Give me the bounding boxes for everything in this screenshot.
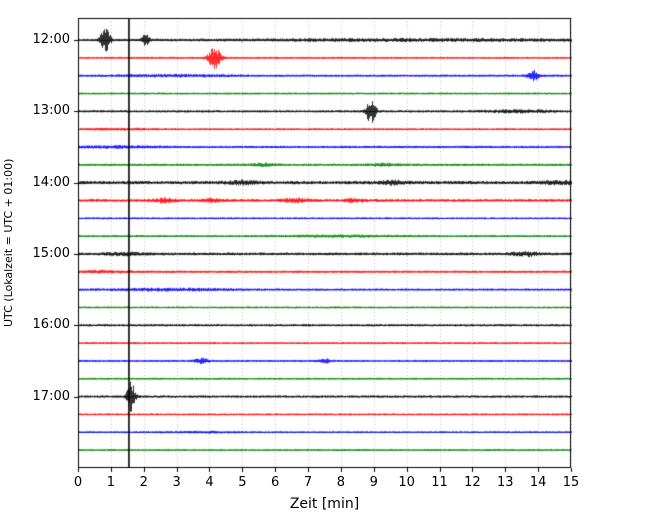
x-tick-label: 4 [205,475,214,490]
x-tick-label: 15 [562,475,580,490]
x-tick-label: 14 [529,475,547,490]
x-tick-label: 1 [106,475,115,490]
y-tick-label: 16:00 [32,317,70,333]
y-axis-title: UTC (Lokalzeit = UTC + 01:00) [2,158,15,328]
x-tick-label: 6 [271,475,280,490]
x-tick-label: 11 [431,475,448,490]
x-tick-label: 5 [238,475,247,490]
y-tick-label: 14:00 [32,174,70,190]
x-tick-label: 9 [369,475,378,490]
x-axis-title: Zeit [min] [289,496,360,512]
x-tick-label: 7 [303,475,313,490]
x-tick-label: 3 [172,475,181,490]
y-tick-label: 17:00 [32,388,70,404]
x-tick-label: 2 [139,475,148,490]
y-tick-label: 13:00 [32,103,70,119]
y-tick-label: 15:00 [32,245,70,261]
x-tick-label: 13 [496,475,514,490]
x-tick-label: 10 [398,475,415,490]
y-tick-label: 12:00 [32,32,70,47]
x-tick-label: 12 [464,475,481,490]
x-tick-label: 0 [73,475,83,490]
x-tick-label: 8 [336,475,346,490]
